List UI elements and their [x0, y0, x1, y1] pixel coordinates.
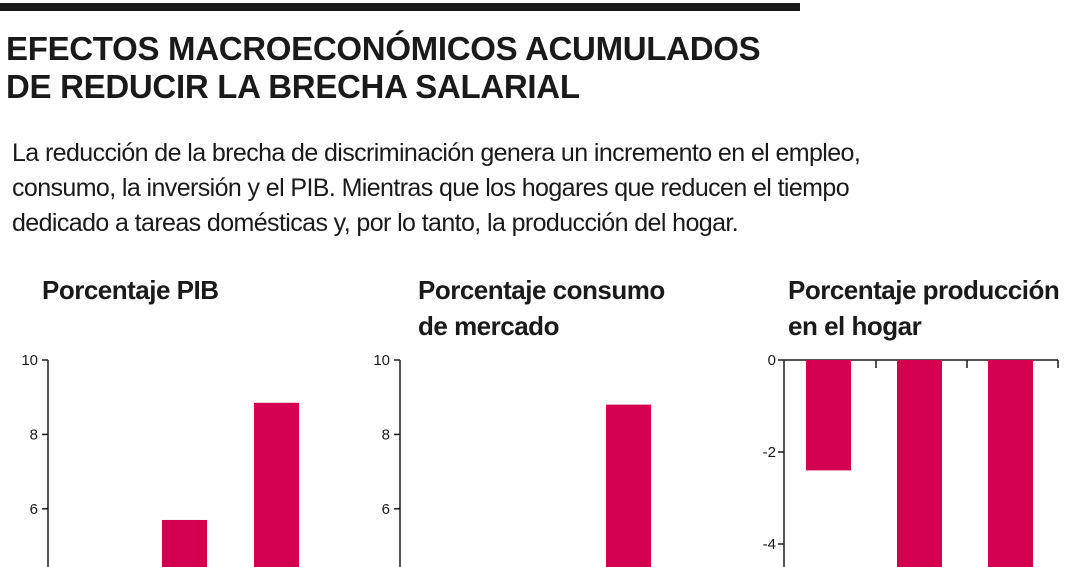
- chart-title-line: Porcentaje consumo: [418, 275, 665, 305]
- page-title: EFECTOS MACROECONÓMICOS ACUMULADOS DE RE…: [6, 30, 761, 106]
- y-tick-label: 6: [382, 501, 390, 518]
- chart-title-line: de mercado: [418, 311, 559, 341]
- y-tick-label: 8: [30, 426, 38, 443]
- y-tick-label: -4: [763, 536, 776, 553]
- title-line: EFECTOS MACROECONÓMICOS ACUMULADOS: [6, 30, 761, 67]
- subtitle-line: consumo, la inversión y el PIB. Mientras…: [12, 174, 850, 202]
- y-tick-label: 10: [373, 352, 390, 369]
- y-tick-label: 6: [30, 501, 38, 518]
- chart-title-consumo: Porcentaje consumo de mercado: [418, 272, 665, 344]
- chart-title-pib: Porcentaje PIB: [42, 272, 219, 308]
- chart-title-line: Porcentaje PIB: [42, 275, 219, 305]
- chart-title-line: en el hogar: [788, 311, 922, 341]
- y-tick-label: 10: [21, 352, 38, 369]
- subtitle-line: dedicado a tareas domésticas y, por lo t…: [12, 209, 739, 237]
- title-line: DE REDUCIR LA BRECHA SALARIAL: [6, 68, 580, 105]
- bar: [806, 360, 851, 471]
- y-tick-label: 0: [768, 352, 776, 369]
- chart-title-hogar: Porcentaje producción en el hogar: [788, 272, 1060, 344]
- top-rule: [0, 3, 800, 11]
- y-tick-label: 8: [382, 426, 390, 443]
- subtitle-line: La reducción de la brecha de discriminac…: [12, 139, 861, 167]
- bar: [254, 402, 299, 567]
- bar: [606, 404, 651, 567]
- chart-title-line: Porcentaje producción: [788, 275, 1060, 305]
- y-tick-label: -2: [763, 444, 776, 461]
- bar: [988, 360, 1033, 567]
- bar: [897, 360, 942, 567]
- bar: [162, 519, 207, 567]
- subtitle: La reducción de la brecha de discriminac…: [12, 136, 861, 241]
